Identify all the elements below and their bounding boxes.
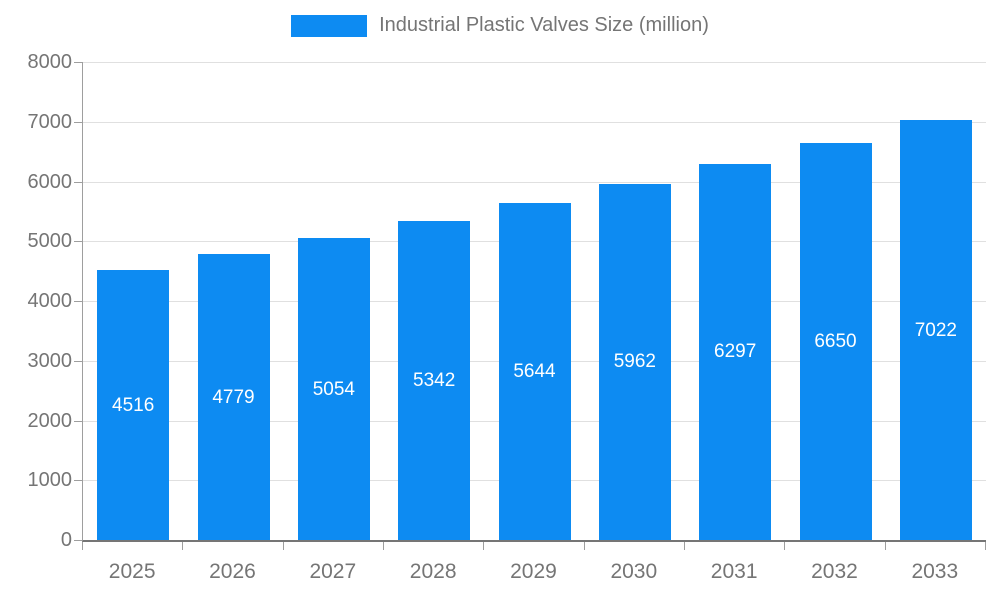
legend-swatch — [291, 14, 368, 37]
bar-value-label: 5644 — [513, 360, 556, 382]
y-axis-tick-label: 7000 — [27, 110, 73, 133]
x-axis-tick-mark — [985, 542, 986, 550]
y-axis-tick-label: 5000 — [27, 230, 73, 253]
x-axis-tick-mark — [82, 542, 83, 550]
plot-area: 4516 4779 5054 5342 5644 5962 6297 6650 7022 — [82, 62, 986, 542]
y-axis-labels: 0 1000 2000 3000 4000 5000 6000 7000 8000 — [0, 52, 73, 550]
y-axis-tick-mark — [74, 360, 82, 362]
x-axis-tick-mark — [282, 542, 284, 550]
y-axis-tick-mark — [74, 480, 82, 482]
x-axis-tick-label: 2025 — [108, 560, 156, 583]
y-axis-tick-mark — [74, 420, 82, 422]
y-axis-tick-mark — [74, 181, 82, 183]
x-axis-tick-mark — [182, 542, 184, 550]
x-axis-tick-mark — [684, 542, 685, 550]
x-axis-tick-mark — [383, 542, 384, 550]
y-axis-tick-label: 2000 — [27, 409, 73, 432]
bar-value-label: 5342 — [413, 369, 456, 391]
y-axis-tick-label: 8000 — [27, 51, 73, 73]
y-axis-tick-label: 6000 — [27, 170, 73, 193]
legend[interactable]: Industrial Plastic Valves Size (million) — [0, 14, 1000, 37]
y-axis-tick-mark — [74, 301, 82, 302]
y-axis-tick-label: 3000 — [27, 349, 73, 372]
bar-2026[interactable]: 4779 — [197, 254, 270, 540]
x-axis-tick-mark — [583, 542, 585, 550]
x-axis-tick-mark — [884, 542, 886, 550]
bar-2033[interactable]: 7022 — [899, 120, 972, 540]
gridline — [83, 121, 986, 123]
x-axis-labels: 2025 2026 2027 2028 2029 2030 2031 2032 2033 — [82, 560, 985, 590]
bar-2027[interactable]: 5054 — [297, 238, 370, 540]
x-axis-tick-label: 2031 — [710, 560, 758, 583]
y-axis-tick-mark — [74, 540, 82, 541]
y-axis-tick-mark — [74, 62, 82, 63]
bar-value-label: 4779 — [212, 386, 255, 408]
x-axis-tick-label: 2030 — [610, 560, 658, 583]
bar-2028[interactable]: 5342 — [398, 220, 471, 540]
bar-value-label: 5054 — [312, 378, 355, 400]
x-axis-tick-label: 2026 — [209, 560, 256, 583]
x-axis-tick-label: 2033 — [911, 560, 959, 583]
bar-2032[interactable]: 6650 — [799, 142, 872, 540]
bar-2030[interactable]: 5962 — [598, 183, 671, 540]
x-axis-tick-mark — [483, 542, 485, 550]
x-axis-tick-label: 2027 — [309, 560, 357, 583]
gridline — [83, 62, 986, 63]
x-axis-tick-label: 2032 — [811, 560, 858, 583]
bar-2029[interactable]: 5644 — [498, 202, 571, 540]
y-axis-tick-label: 4000 — [27, 290, 73, 312]
y-axis-tick-label: 1000 — [27, 469, 73, 492]
x-axis-tick-mark — [784, 542, 786, 550]
bar-value-label: 7022 — [914, 319, 957, 341]
bar-value-label: 6650 — [814, 330, 857, 352]
legend-label: Industrial Plastic Valves Size (million) — [379, 14, 709, 36]
bar-2031[interactable]: 6297 — [699, 163, 772, 540]
x-axis-tick-label: 2028 — [409, 560, 457, 583]
bar-value-label: 6297 — [714, 341, 757, 363]
x-axis-tick-label: 2029 — [510, 560, 557, 583]
y-axis-tick-label: 0 — [60, 529, 72, 551]
y-axis-tick-mark — [74, 241, 82, 243]
bar-2025[interactable]: 4516 — [97, 270, 170, 540]
gridline — [83, 181, 986, 183]
bar-value-label: 5962 — [613, 351, 656, 373]
y-axis-tick-mark — [74, 121, 82, 123]
bar-value-label: 4516 — [112, 394, 155, 416]
